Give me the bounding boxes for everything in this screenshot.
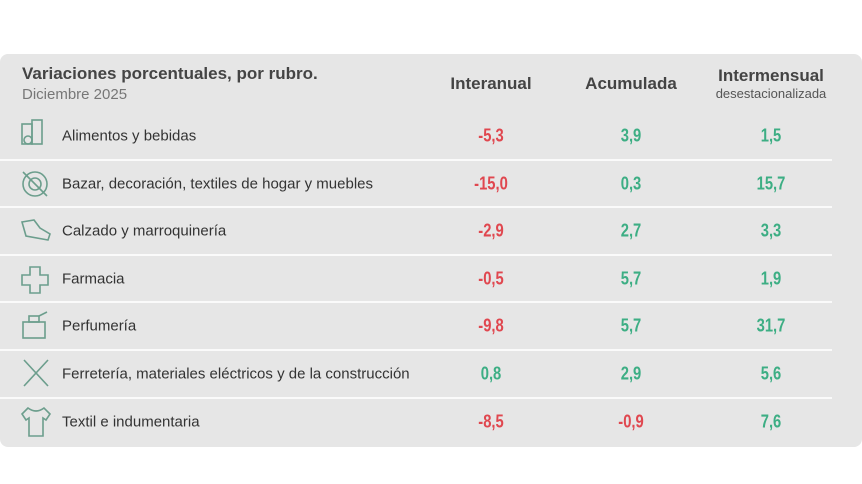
cell-value: -15,0 — [474, 173, 508, 194]
icon-shirt — [20, 406, 52, 437]
cell-value: 0,3 — [620, 173, 642, 194]
table-title: Variaciones porcentuales, por rubro. — [22, 64, 318, 83]
column-header: Acumulada — [585, 74, 677, 93]
row-separator — [0, 158, 832, 161]
cell-value: 2,7 — [620, 220, 642, 241]
cell-value: 5,7 — [620, 268, 642, 289]
row-label: Ferretería, materiales eléctricos y de l… — [62, 365, 410, 383]
icon-tools — [23, 359, 49, 387]
cell-value: 1,5 — [760, 125, 782, 146]
icon-food — [21, 119, 43, 145]
row-separator — [0, 206, 832, 209]
cell-value: 1,9 — [760, 268, 782, 289]
row-label: Textil e indumentaria — [62, 413, 200, 431]
cell-value: 5,6 — [760, 363, 782, 384]
cell-value: -0,5 — [478, 268, 504, 289]
cell-value: -8,5 — [478, 411, 504, 432]
row-separator — [0, 253, 832, 256]
row-separator — [0, 301, 832, 304]
icon-pharmacy — [21, 266, 49, 294]
table-subtitle: Diciembre 2025 — [22, 86, 128, 103]
column-header: Intermensual — [718, 66, 824, 85]
row-icons — [20, 119, 52, 437]
cell-value: 7,6 — [760, 411, 782, 432]
row-label: Calzado y marroquinería — [62, 222, 227, 240]
cell-value: 31,7 — [756, 315, 786, 336]
row-label: Bazar, decoración, textiles de hogar y m… — [62, 175, 374, 193]
row-separator — [0, 349, 832, 351]
icon-perfume — [22, 311, 48, 339]
table-card: Variaciones porcentuales, por rubro. Dic… — [0, 54, 862, 447]
cell-value: 2,9 — [620, 363, 642, 384]
cell-value: 3,9 — [620, 125, 642, 146]
cell-value: 0,8 — [480, 363, 502, 384]
column-header: Interanual — [450, 74, 532, 93]
cell-value: 15,7 — [756, 173, 786, 194]
cell-value: -2,9 — [478, 220, 504, 241]
cell-value: -5,3 — [478, 125, 504, 146]
row-label: Alimentos y bebidas — [62, 127, 197, 145]
column-subheader: desestacionalizada — [715, 86, 827, 101]
row-label: Perfumería — [62, 317, 137, 335]
row-separator — [0, 396, 832, 399]
row-label: Farmacia — [62, 270, 125, 288]
cell-value: -0,9 — [618, 411, 644, 432]
icon-bazar — [22, 171, 48, 197]
cell-value: -9,8 — [478, 315, 504, 336]
cell-value: 5,7 — [620, 315, 642, 336]
icon-shoe — [20, 219, 51, 241]
cell-value: 3,3 — [760, 220, 782, 241]
